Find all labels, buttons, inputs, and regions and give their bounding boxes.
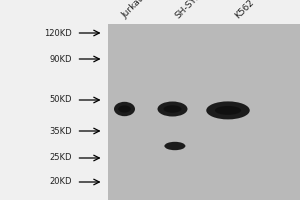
Ellipse shape xyxy=(206,101,250,119)
Bar xyxy=(108,24,300,200)
Text: Jurkat: Jurkat xyxy=(120,0,145,20)
Ellipse shape xyxy=(215,106,241,115)
Text: K562: K562 xyxy=(234,0,256,20)
Ellipse shape xyxy=(118,105,131,113)
Text: 25KD: 25KD xyxy=(50,154,72,162)
Text: 20KD: 20KD xyxy=(50,178,72,186)
Ellipse shape xyxy=(164,142,185,150)
Text: 120KD: 120KD xyxy=(44,28,72,38)
Text: 90KD: 90KD xyxy=(50,54,72,64)
Bar xyxy=(0,0,300,24)
Ellipse shape xyxy=(114,102,135,116)
Text: 35KD: 35KD xyxy=(50,127,72,136)
Bar xyxy=(0,0,108,200)
Ellipse shape xyxy=(164,105,181,113)
Text: 50KD: 50KD xyxy=(50,96,72,104)
Text: SH-SY5Y: SH-SY5Y xyxy=(174,0,207,20)
Ellipse shape xyxy=(158,102,188,116)
